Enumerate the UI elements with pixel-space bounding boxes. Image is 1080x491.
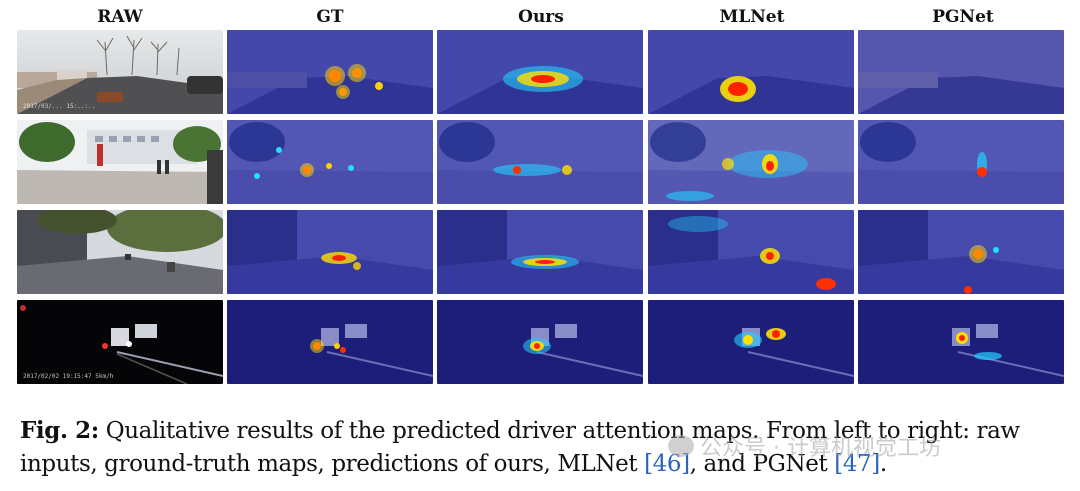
watermark: 公众号 · 计算机视觉工坊 xyxy=(668,430,941,462)
image-gt-row2 xyxy=(227,120,433,204)
image-gt-row3 xyxy=(227,210,433,294)
column-header-ours: Ours xyxy=(518,7,564,27)
image-ours-row1 xyxy=(437,30,643,114)
watermark-text: 公众号 · 计算机视觉工坊 xyxy=(700,436,941,461)
caption-text-mid: , and PGNet xyxy=(689,451,835,477)
caption-text: Qualitative results of the predicted dri… xyxy=(20,418,1020,477)
image-gt-row1 xyxy=(227,30,433,114)
image-raw-row4: 2017/02/02 19:15:47 5km/h xyxy=(17,300,223,384)
timestamp: 2017/02/02 19:15:47 5km/h xyxy=(23,373,114,380)
image-ours-row3 xyxy=(437,210,643,294)
image-pgnet-row3 xyxy=(858,210,1064,294)
image-ours-row4 xyxy=(437,300,643,384)
caption-label: Fig. 2: xyxy=(20,417,99,444)
column-header-gt: GT xyxy=(316,7,344,27)
image-pgnet-row1 xyxy=(858,30,1064,114)
image-mlnet-row3 xyxy=(648,210,854,294)
column-header-mlnet: MLNet xyxy=(719,7,785,27)
figure-grid: 2017/03/... 15:..:.. xyxy=(17,30,1064,386)
column-header-pgnet: PGNet xyxy=(932,7,994,27)
citation-link-47[interactable]: [47] xyxy=(834,451,880,477)
image-pgnet-row4 xyxy=(858,300,1064,384)
image-mlnet-row2 xyxy=(648,120,854,204)
image-mlnet-row4 xyxy=(648,300,854,384)
figure-caption: Fig. 2: Qualitative results of the predi… xyxy=(20,414,1070,481)
wechat-icon xyxy=(668,435,694,457)
column-headers: RAW GT Ours MLNet PGNet xyxy=(0,4,1080,30)
image-mlnet-row1 xyxy=(648,30,854,114)
image-raw-row1: 2017/03/... 15:..:.. xyxy=(17,30,223,114)
caption-text-end: . xyxy=(879,451,887,477)
image-pgnet-row2 xyxy=(858,120,1064,204)
image-ours-row2 xyxy=(437,120,643,204)
timestamp: 2017/03/... 15:..:.. xyxy=(23,103,96,110)
image-raw-row2 xyxy=(17,120,223,204)
image-raw-row3 xyxy=(17,210,223,294)
image-gt-row4 xyxy=(227,300,433,384)
column-header-raw: RAW xyxy=(97,7,143,27)
